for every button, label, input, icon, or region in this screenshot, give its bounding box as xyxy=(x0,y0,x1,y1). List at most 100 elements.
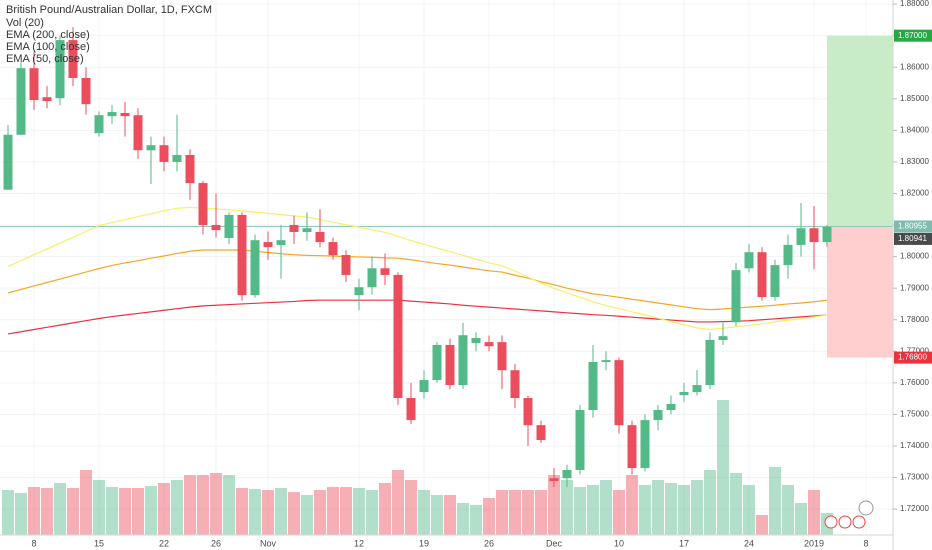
volume-bar xyxy=(431,495,443,535)
candle-body xyxy=(185,154,195,184)
volume-bar xyxy=(119,488,131,535)
volume-bar xyxy=(535,490,547,535)
candle-body xyxy=(562,469,572,479)
volume-bar xyxy=(613,490,625,535)
candle-body xyxy=(302,228,312,232)
ema-line xyxy=(7,249,828,311)
candle-body xyxy=(81,77,91,105)
candle-body xyxy=(640,420,650,469)
stop-label: 1.76800 xyxy=(898,353,927,362)
candle-body xyxy=(367,268,377,288)
y-tick-label: 1.78000 xyxy=(900,315,929,324)
candle-body xyxy=(653,410,663,421)
volume-bar xyxy=(405,480,417,535)
y-tick-label: 1.88000 xyxy=(900,0,929,8)
y-tick-label: 1.80000 xyxy=(900,252,929,261)
volume-bar xyxy=(587,485,599,535)
icon[interactable] xyxy=(838,515,852,529)
volume-bar xyxy=(730,473,742,535)
volume-bar xyxy=(145,486,157,535)
entry-label: 1.80955 xyxy=(898,222,927,231)
y-tick-label: 1.79000 xyxy=(900,283,929,292)
volume-bar xyxy=(184,475,196,535)
x-tick-label: 15 xyxy=(94,538,104,548)
x-tick-label: 22 xyxy=(159,538,169,548)
icon[interactable] xyxy=(852,515,866,529)
candle-body xyxy=(107,112,117,117)
volume-bar xyxy=(197,475,209,535)
x-tick-label: 24 xyxy=(744,538,754,548)
volume-bar xyxy=(132,488,144,535)
target-label-bg xyxy=(894,29,932,42)
candle-body xyxy=(744,252,754,269)
indicator-label: EMA (50, close) xyxy=(6,53,84,65)
candle-body xyxy=(770,265,780,298)
y-tick-label: 1.72000 xyxy=(900,504,929,513)
candle-body xyxy=(16,68,26,135)
candle-body xyxy=(510,370,520,399)
volume-bar xyxy=(769,467,781,535)
volume-bar xyxy=(574,487,586,535)
y-tick-label: 1.86000 xyxy=(900,62,929,71)
volume-bar xyxy=(158,483,170,535)
position-layer xyxy=(0,35,893,358)
candle-body xyxy=(172,154,182,162)
candle-body xyxy=(354,287,364,296)
candle-body xyxy=(419,380,429,393)
volume-bar xyxy=(366,490,378,535)
volume-bar xyxy=(795,503,807,535)
volume-bar xyxy=(210,473,222,535)
y-tick-label: 1.77000 xyxy=(900,346,929,355)
candle-body xyxy=(432,344,442,381)
volume-bar xyxy=(496,490,508,535)
volume-bar xyxy=(93,480,105,535)
indicator-label: Vol (20) xyxy=(6,17,44,29)
volume-bar xyxy=(54,483,66,535)
volume-bar xyxy=(808,490,820,535)
x-tick-label: 12 xyxy=(354,538,364,548)
volume-bar xyxy=(626,475,638,535)
x-tick-label: 26 xyxy=(484,538,494,548)
chart-title: British Pound/Australian Dollar, 1D, FXC… xyxy=(6,4,212,16)
volume-bar xyxy=(2,490,14,535)
candle-body xyxy=(497,342,507,371)
icon[interactable] xyxy=(858,500,874,516)
volume-bar xyxy=(28,487,40,535)
volume-bar xyxy=(522,490,534,535)
y-tick-label: 1.73000 xyxy=(900,473,929,482)
volume-bar xyxy=(288,492,300,535)
volume-bar xyxy=(457,503,469,535)
volume-bar xyxy=(665,483,677,535)
candle-body xyxy=(224,214,234,238)
volume-bar xyxy=(379,483,391,535)
x-tick-label: 8 xyxy=(31,538,36,548)
toolbar-icons[interactable] xyxy=(824,500,874,529)
x-tick-label: Nov xyxy=(260,538,277,548)
ema-line xyxy=(7,206,828,331)
last-price-bg xyxy=(894,232,932,245)
icon[interactable] xyxy=(824,515,838,529)
candle-body xyxy=(809,228,819,243)
candle-body xyxy=(692,385,702,393)
ema-layer xyxy=(7,206,828,335)
candle-body xyxy=(250,240,260,296)
candle-body xyxy=(289,225,299,232)
volume-bar xyxy=(353,488,365,535)
y-tick-label: 1.83000 xyxy=(900,157,929,166)
volume-bar xyxy=(15,493,27,535)
candle-body xyxy=(393,274,403,399)
candle-body xyxy=(3,134,13,190)
candle-body xyxy=(94,115,104,134)
candle-body xyxy=(705,339,715,386)
candle-body xyxy=(68,40,78,78)
candle-body xyxy=(601,360,611,363)
candle-body xyxy=(159,145,169,162)
volume-layer xyxy=(2,400,833,535)
candle-body xyxy=(120,112,130,117)
volume-bar xyxy=(67,488,79,535)
volume-bar xyxy=(652,480,664,535)
y-tick-label: 1.82000 xyxy=(900,189,929,198)
candle-body xyxy=(146,145,156,151)
candle-body xyxy=(458,335,468,386)
volume-bar xyxy=(301,495,313,535)
